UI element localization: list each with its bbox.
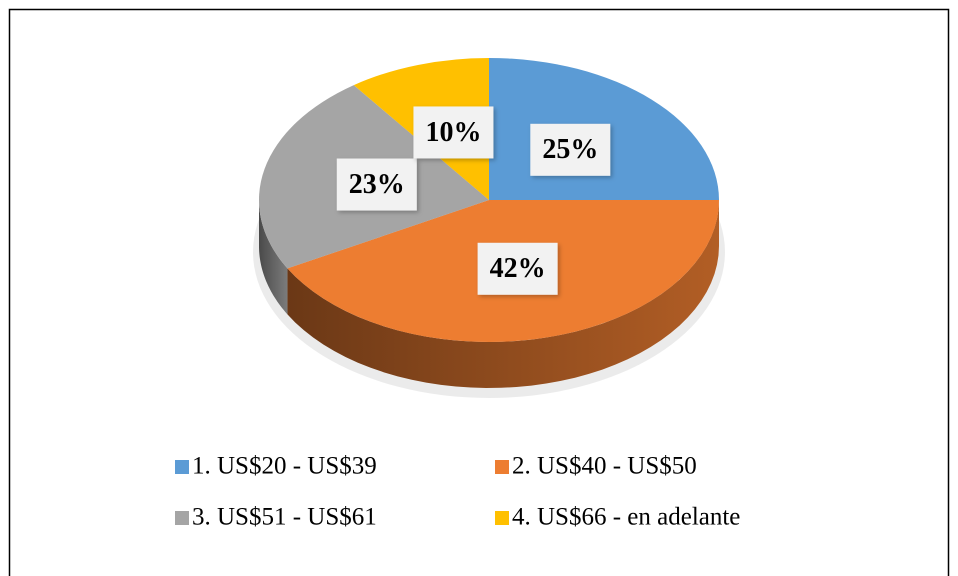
- pie-slice-side: [287, 200, 719, 388]
- data-label-box: [530, 123, 611, 176]
- legend-label: 2. US$40 - US$50: [512, 453, 697, 480]
- legend-label: 4. US$66 - en adelante: [512, 504, 740, 531]
- legend-swatch: [175, 511, 189, 525]
- legend-label: 1. US$20 - US$39: [192, 453, 377, 480]
- legend-label: 3. US$51 - US$61: [192, 504, 377, 531]
- data-label-box: [477, 242, 558, 295]
- data-label: 23%: [349, 169, 405, 200]
- legend-swatch: [495, 460, 509, 474]
- data-label-box: [413, 106, 494, 159]
- data-label-box: [336, 158, 417, 211]
- data-label: 10%: [425, 117, 481, 148]
- legend-swatch: [495, 511, 509, 525]
- data-label: 25%: [542, 134, 598, 165]
- pie-slice-side: [259, 200, 288, 315]
- legend-swatch: [175, 460, 189, 474]
- data-label: 42%: [490, 253, 546, 284]
